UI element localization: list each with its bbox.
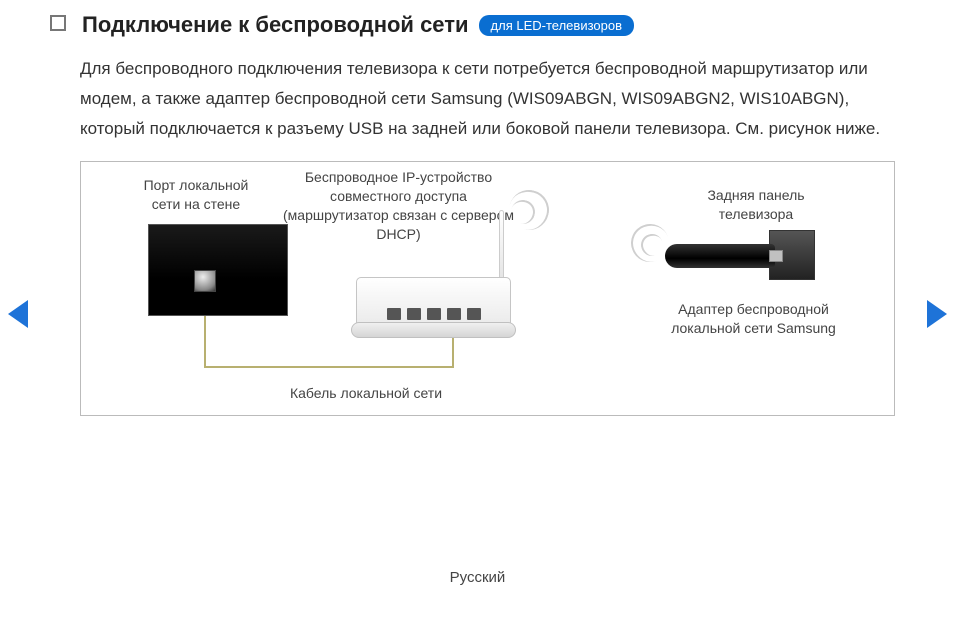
lan-jack-icon [194,270,216,292]
body-paragraph: Для беспроводного подключения телевизора… [80,54,895,143]
router-ports-icon [387,308,481,320]
lan-cable-segment [204,316,206,368]
wall-port-label: Порт локальной сети на стене [131,176,261,214]
square-bullet-icon [50,15,66,31]
connection-diagram: Порт локальной сети на стене Беспроводно… [80,161,895,416]
wifi-adapter-graphic [665,244,775,268]
section-title: Подключение к беспроводной сети [82,12,469,38]
usb-plug-icon [769,250,783,262]
router-graphic [356,277,511,329]
page-content: Подключение к беспроводной сети для LED-… [0,0,955,416]
section-header: Подключение к беспроводной сети для LED-… [50,12,895,38]
next-page-button[interactable] [927,300,947,328]
led-tv-badge: для LED-телевизоров [479,15,634,36]
tv-panel-label: Задняя панель телевизора [686,186,826,224]
router-label: Беспроводное IP-устройство совместного д… [281,168,516,244]
lan-cable-segment [204,366,454,368]
footer-language: Русский [0,569,955,586]
wall-plate-graphic [148,224,288,316]
cable-label: Кабель локальной сети [266,384,466,403]
adapter-label: Адаптер беспроводной локальной сети Sams… [661,300,846,338]
prev-page-button[interactable] [8,300,28,328]
